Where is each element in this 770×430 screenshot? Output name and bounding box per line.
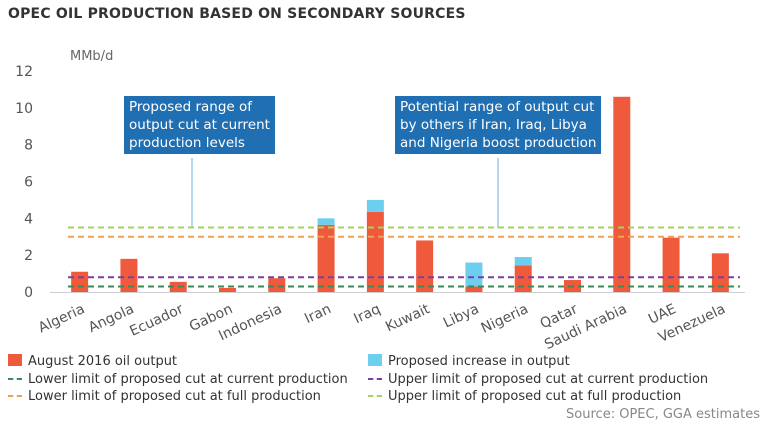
legend-upper-full-swatch [368, 395, 382, 397]
legend-lower-current-swatch [8, 378, 22, 380]
legend-upper-full-label: Upper limit of proposed cut at full prod… [388, 389, 682, 404]
bar-increase-libya [465, 262, 483, 287]
callout-current-production: Proposed range of output cut at current … [124, 96, 275, 154]
legend-lower-current-label: Lower limit of proposed cut at current p… [28, 372, 348, 387]
bar-output-saudi-arabia [613, 96, 631, 293]
legend-increase-label: Proposed increase in output [388, 354, 570, 369]
bar-increase-iran [317, 218, 335, 225]
chart-title: OPEC OIL PRODUCTION BASED ON SECONDARY S… [8, 6, 466, 22]
bar-output-angola [120, 258, 138, 292]
callout-right-line-2: by others if Iran, Iraq, Libya [400, 117, 587, 133]
bar-output-iran [317, 224, 335, 292]
bar-output-uae [662, 237, 680, 292]
bar-output-libya [465, 286, 483, 292]
bar-output-kuwait [416, 240, 434, 292]
callout-full-production: Potential range of output cut by others … [395, 96, 602, 154]
y-tick-label: 12 [15, 64, 33, 80]
x-tick-label: Ecuador [127, 301, 186, 340]
bar-output-indonesia [268, 278, 286, 292]
bar-output-algeria [71, 271, 89, 292]
y-tick-label: 2 [24, 248, 33, 264]
y-tick-label: 0 [24, 285, 33, 301]
legend-lower-full-swatch [8, 395, 22, 397]
y-axis-unit: MMb/d [70, 49, 114, 64]
x-tick-label: Iran [302, 301, 334, 327]
legend-upper-full: Upper limit of proposed cut at full prod… [368, 389, 681, 404]
callout-right-line-3: and Nigeria boost production [400, 135, 597, 151]
x-tick-label: Nigeria [479, 301, 531, 337]
bar-output-nigeria [514, 265, 532, 292]
legend-increase-swatch [368, 354, 382, 366]
callout-left-line-2: output cut at current [129, 117, 270, 133]
source-note: Source: OPEC, GGA estimates [566, 407, 760, 422]
legend-output-swatch [8, 354, 22, 366]
x-tick-label: Iraq [351, 301, 383, 327]
legend-output: August 2016 oil output [8, 354, 177, 369]
y-tick-label: 10 [15, 101, 33, 117]
x-tick-label: Kuwait [383, 301, 433, 335]
callout-left-line-1: Proposed range of [129, 99, 253, 115]
legend-lower-full: Lower limit of proposed cut at full prod… [8, 389, 321, 404]
y-tick-label: 6 [24, 175, 33, 191]
bar-increase-nigeria [514, 257, 532, 266]
legend-output-label: August 2016 oil output [28, 354, 178, 369]
y-tick-label: 8 [24, 138, 33, 154]
x-tick-label: Algeria [36, 301, 87, 336]
bar-increase-iraq [366, 199, 384, 212]
callout-right-line-1: Potential range of output cut [400, 99, 595, 115]
legend-lower-full-label: Lower limit of proposed cut at full prod… [28, 389, 321, 404]
bar-output-venezuela [711, 253, 729, 292]
callout-left-line-3: production levels [129, 135, 245, 151]
legend-upper-current: Upper limit of proposed cut at current p… [368, 372, 708, 387]
bar-output-iraq [366, 211, 384, 292]
legend-increase: Proposed increase in output [368, 354, 570, 369]
legend-lower-current: Lower limit of proposed cut at current p… [8, 372, 348, 387]
x-tick-label: Libya [441, 301, 482, 331]
bar-output-gabon [219, 287, 236, 292]
legend-upper-current-label: Upper limit of proposed cut at current p… [388, 372, 709, 387]
legend-upper-current-swatch [368, 378, 382, 380]
y-tick-label: 4 [24, 211, 33, 227]
